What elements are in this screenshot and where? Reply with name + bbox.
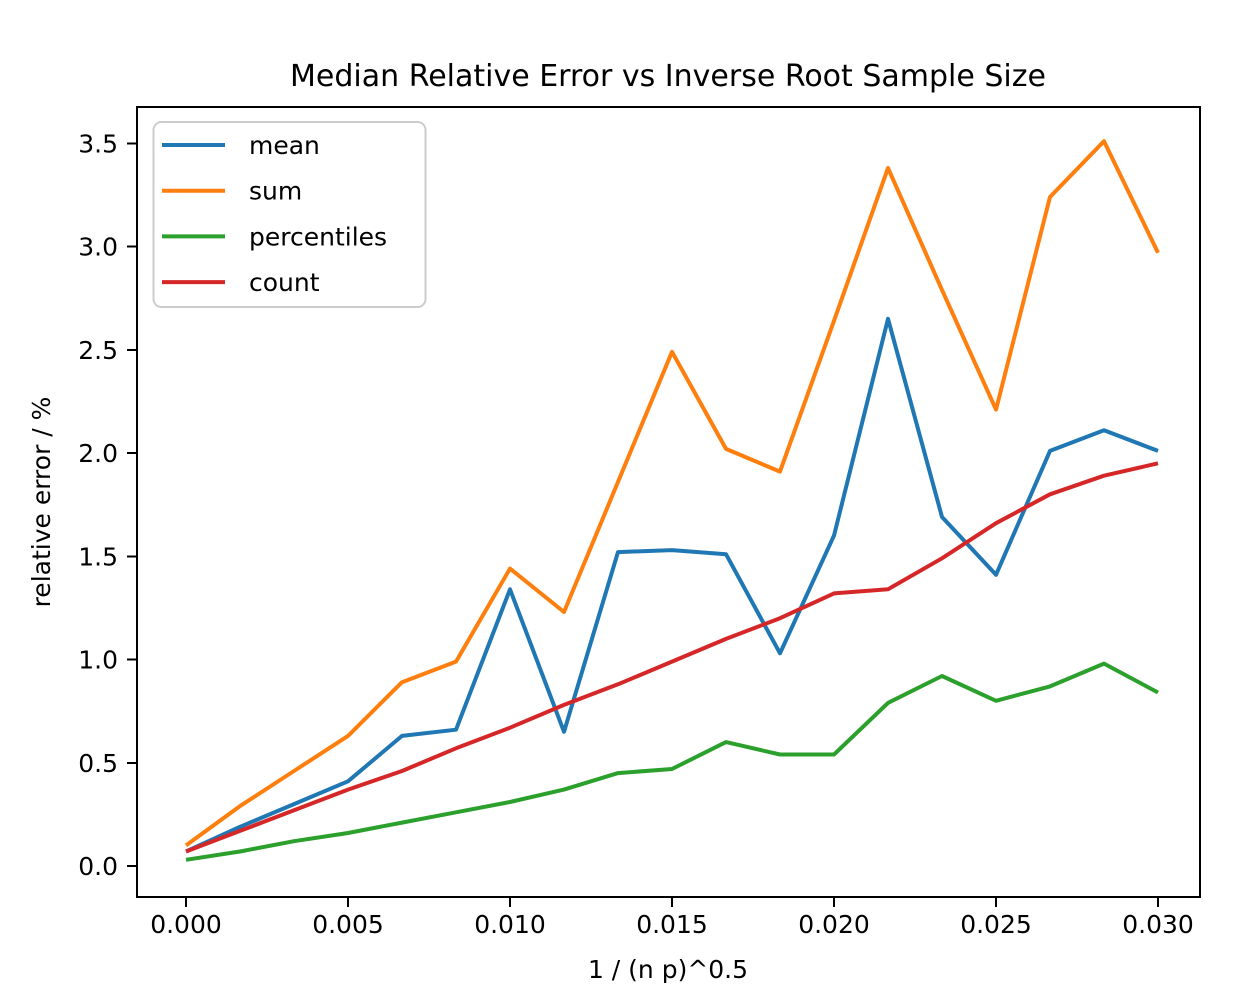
chart-title: Median Relative Error vs Inverse Root Sa…: [290, 59, 1046, 94]
y-tick-label: 3.5: [78, 129, 118, 158]
y-tick-label: 1.5: [78, 542, 118, 571]
legend-box: [152, 121, 427, 308]
x-tick-label: 0.015: [636, 910, 708, 939]
y-tick-label: 2.0: [78, 439, 118, 468]
x-tick-label: 0.005: [312, 910, 384, 939]
series-line-count: [185, 461, 1159, 854]
x-axis-ticks: 0.000 0.005 0.010 0.015 0.020 0.025 0.030: [150, 897, 1194, 939]
legend-label-percentiles: percentiles: [249, 222, 387, 251]
y-axis-label: relative error / %: [27, 397, 56, 608]
legend: mean sum percentiles count: [152, 121, 427, 308]
y-tick-label: 3.0: [78, 233, 118, 262]
y-tick-label: 2.5: [78, 336, 118, 365]
legend-label-count: count: [249, 268, 320, 297]
y-tick-label: 0.0: [78, 852, 118, 881]
x-tick-label: 0.020: [798, 910, 870, 939]
x-tick-label: 0.010: [474, 910, 546, 939]
x-tick-label: 0.025: [960, 910, 1032, 939]
series-line-sum: [184, 139, 1160, 848]
series-line-mean: [185, 316, 1159, 854]
series-lines: [184, 139, 1160, 862]
legend-label-sum: sum: [249, 177, 302, 206]
y-tick-label: 1.0: [78, 646, 118, 675]
legend-label-mean: mean: [249, 131, 320, 160]
plot-frame: [136, 106, 1201, 898]
y-tick-label: 0.5: [78, 749, 118, 778]
y-axis-ticks: 0.0 0.5 1.0 1.5 2.0 2.5 3.0 3.5: [78, 129, 137, 881]
series-line-percentiles: [185, 661, 1159, 862]
x-axis-label: 1 / (n p)^0.5: [588, 955, 748, 984]
x-tick-label: 0.030: [1122, 910, 1194, 939]
x-tick-label: 0.000: [150, 910, 222, 939]
